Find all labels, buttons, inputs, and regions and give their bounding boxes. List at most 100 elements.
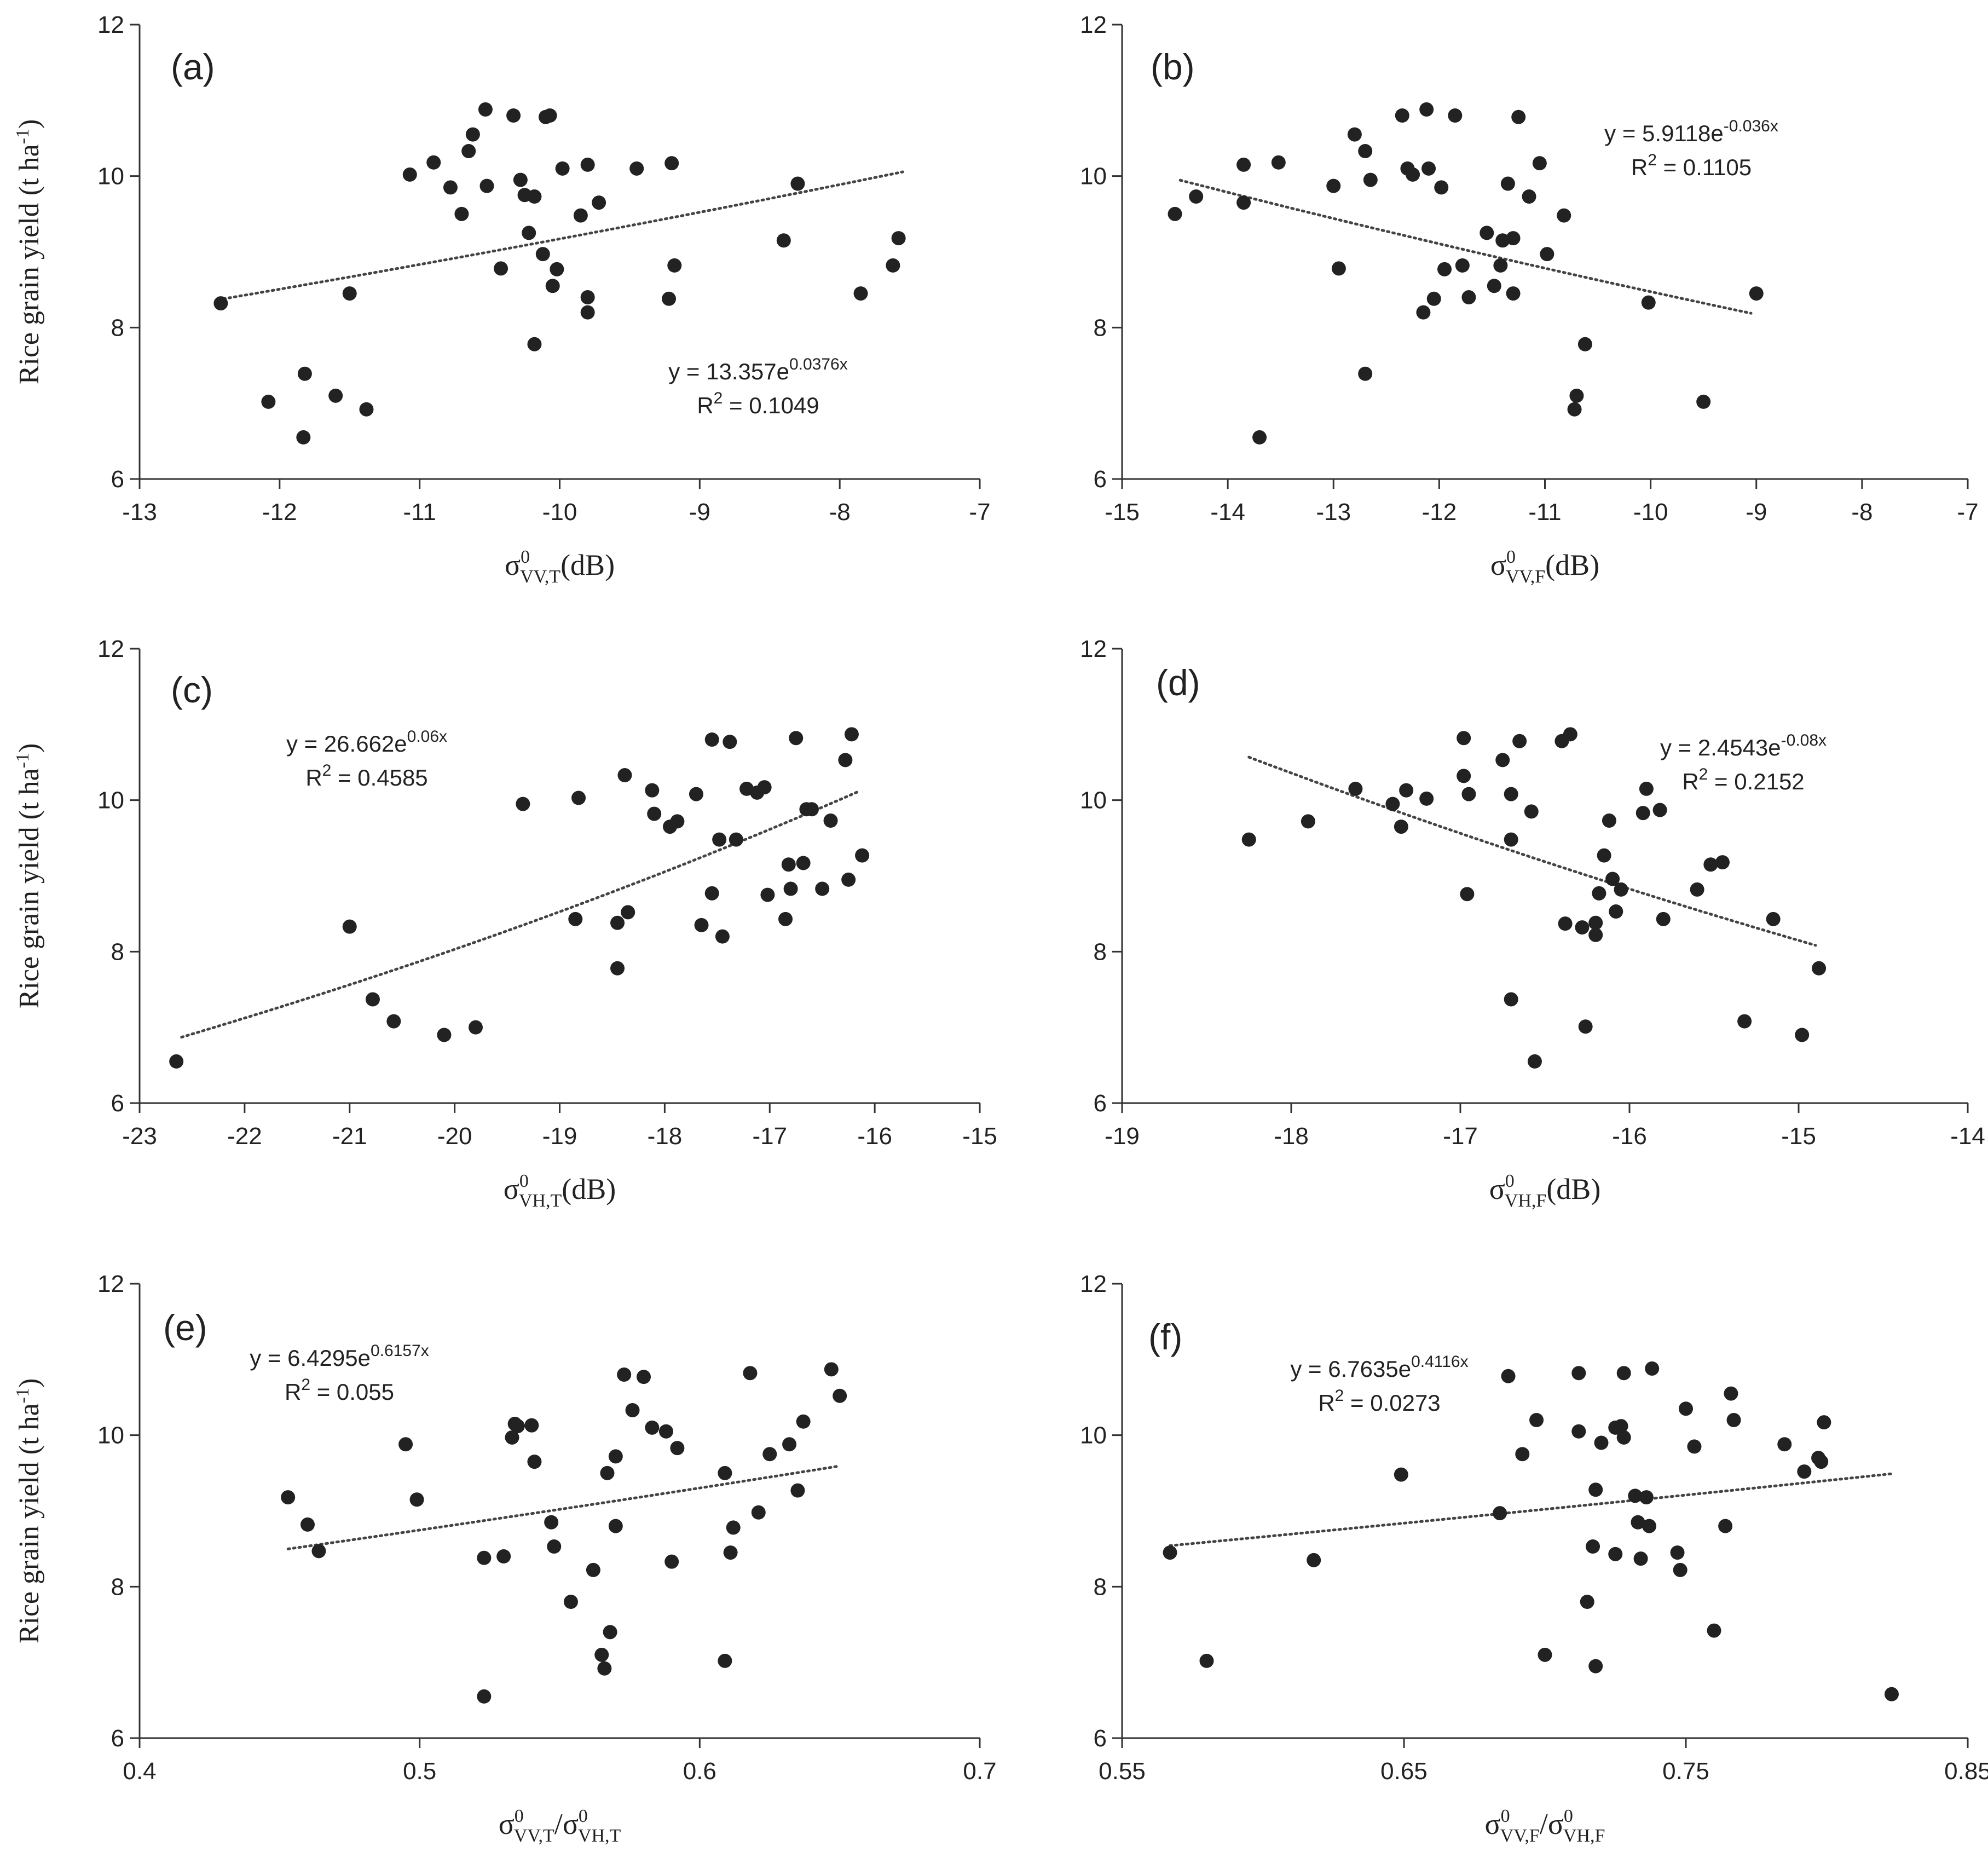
x-tick-label: 0.5 [403,1758,436,1785]
y-tick-label: 12 [97,11,124,38]
data-point [1419,791,1434,806]
x-axis-label: σ0 VH,T(dB) [504,1171,616,1211]
y-tick-label: 8 [111,314,124,341]
x-tick-label: -16 [1612,1123,1647,1150]
data-point [342,286,357,301]
data-point [1394,1467,1408,1482]
panel-label: (c) [171,670,213,710]
data-point [1522,189,1536,204]
x-label-superscript2: 0 [579,1806,588,1826]
trend-equation: y = 6.7635e0.4116x [1290,1353,1468,1382]
data-point [568,911,583,926]
panel-d: 6 8 10 12 -19 -18 -17 -16 -15 -14 (d) y = 2.4543e-0… [1080,636,1985,1211]
data-point [1817,1415,1831,1430]
data-point [1571,1366,1586,1381]
x-tick-label: -16 [857,1123,892,1150]
data-point [1631,1515,1645,1530]
data-point [670,814,685,829]
x-tick-label: -22 [227,1123,262,1150]
data-point [1592,886,1606,901]
panel-label: (d) [1156,662,1200,703]
data-point [608,1519,623,1533]
r2-superscript: 2 [301,1376,310,1394]
data-point [1461,290,1476,304]
data-point [522,226,536,240]
panel-label: (a) [171,47,215,87]
data-point [1437,262,1452,276]
x-tick-label: -9 [689,499,710,526]
x-label-superscript2: 0 [1564,1806,1573,1826]
data-point [1597,848,1611,863]
data-point [1715,855,1730,870]
data-point [704,886,719,901]
data-point [477,1689,492,1704]
x-tick-label: -17 [1443,1123,1478,1150]
data-point [1385,797,1400,811]
data-point [296,430,311,445]
y-tick-label: 8 [1094,938,1107,965]
panel-label: (b) [1151,47,1195,87]
data-point [386,1014,401,1029]
data-point [790,1483,805,1498]
data-point [342,919,357,934]
data-point [1504,992,1518,1007]
trend-equation: y = 13.357e0.0376x [668,355,847,384]
r-squared: R2 = 0.1049 [697,389,819,418]
panel-c: 6 8 10 12 -23 -22 -21 -20 -19 -18 -17 -16 -15 (c) y = … [13,636,997,1211]
panel-label: (e) [163,1307,207,1348]
data-point [1504,832,1518,847]
data-point [1326,178,1341,193]
data-point [600,1465,615,1480]
equation-exponent: 0.06x [407,728,447,746]
y-axis-label: Rice grain yield (t ha-1) [13,743,45,1009]
equation-base: y = 26.662e [286,731,407,757]
equation-exponent: -0.036x [1724,117,1778,135]
data-point [1569,388,1584,403]
data-point [1512,734,1527,748]
y-tick-label: 12 [97,1271,124,1297]
data-point [1461,787,1476,801]
panel-f: 6 8 10 12 0.55 0.65 0.75 0.85 (f) y = 6.7635e0.41… [1080,1271,1988,1846]
r2-prefix: R [1631,154,1648,180]
trend-equation: y = 5.9118e-0.036x [1604,117,1778,146]
x-tick-label: 0.75 [1662,1758,1709,1785]
data-point [1696,394,1711,409]
data-point [1608,1547,1623,1561]
equation-exponent: -0.08x [1781,731,1827,749]
data-point [586,1562,600,1577]
x-axis-label: σ0 VH,F(dB) [1489,1171,1601,1211]
data-point [1236,157,1251,172]
data-point [580,305,595,320]
data-point [664,1554,679,1569]
y-tick-label: 8 [111,1573,124,1600]
r2-prefix: R [697,393,713,418]
x-label-subscript2: VH,F [1563,1826,1605,1846]
data-point [426,155,441,170]
data-point [790,176,805,191]
data-point [261,394,276,409]
data-point [1575,920,1590,935]
data-point [1421,161,1436,176]
data-point [516,797,530,811]
data-point [718,1653,732,1668]
data-point [1271,155,1286,170]
x-label-subscript: VV,T [520,567,560,587]
x-label-subscript: VH,T [519,1191,562,1211]
data-point [637,1370,651,1384]
x-label-subscript2: VH,T [578,1826,621,1846]
data-point [662,291,677,306]
data-point [505,1430,519,1445]
data-point [664,156,679,171]
x-label-superscript: 0 [1506,547,1516,567]
data-point [580,157,595,172]
y-tick-label: 10 [1080,787,1107,814]
y-axis-label: Rice grain yield (t ha-1) [13,119,45,385]
r2-value: = 0.1049 [723,393,819,418]
x-tick-label: 0.55 [1099,1758,1146,1785]
x-label-subscript: VH,F [1505,1191,1547,1211]
trend-equation: y = 26.662e0.06x [286,728,447,757]
data-point [527,337,542,351]
r2-superscript: 2 [322,761,332,780]
data-point [1578,1019,1593,1034]
